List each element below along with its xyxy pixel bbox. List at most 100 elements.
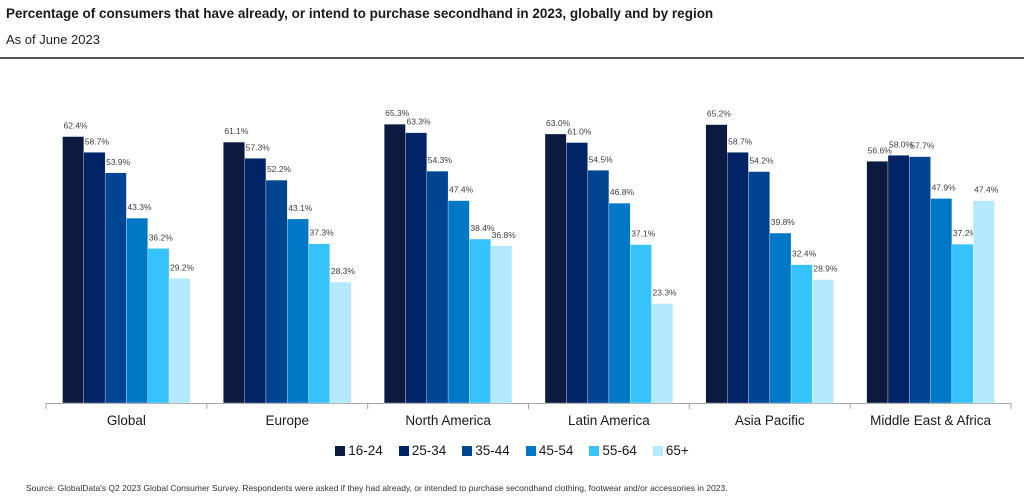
x-tick-label: Europe — [265, 413, 309, 428]
bar — [329, 282, 352, 404]
legend-item: 55-64 — [589, 443, 637, 458]
data-label: 61.0% — [567, 127, 592, 137]
legend-label: 25-34 — [411, 443, 447, 458]
data-label: 54.3% — [428, 155, 453, 165]
bar — [384, 124, 406, 404]
legend-item: 45-54 — [525, 443, 574, 458]
bar — [83, 152, 106, 404]
x-tick-label: Middle East & Africa — [870, 413, 991, 428]
bar — [866, 161, 889, 404]
bar — [168, 278, 191, 404]
bar — [608, 203, 631, 404]
bar — [147, 248, 170, 404]
bar — [930, 198, 953, 404]
bar — [566, 142, 588, 404]
data-label: 38.4% — [470, 223, 495, 233]
chart-legend: 16-24 25-34 35-44 45-54 55-64 65+ — [0, 443, 1024, 458]
bar — [308, 243, 330, 404]
x-tick-label: North America — [405, 413, 491, 428]
legend-item: 65+ — [652, 443, 689, 458]
data-label: 62.4% — [64, 121, 89, 131]
data-label: 43.1% — [288, 203, 313, 213]
bar — [909, 156, 931, 404]
legend-swatch — [398, 445, 409, 456]
data-label: 47.4% — [449, 185, 474, 195]
bar — [265, 179, 288, 404]
bar — [126, 217, 148, 404]
data-label: 36.8% — [492, 230, 517, 240]
chart-title: Percentage of consumers that have alread… — [6, 6, 714, 21]
bar — [244, 158, 267, 404]
bar — [727, 152, 749, 404]
bar — [887, 155, 910, 404]
data-label: 28.3% — [331, 266, 356, 276]
legend-item: 35-44 — [462, 443, 510, 458]
data-label: 47.9% — [932, 182, 957, 192]
data-label: 58.7% — [728, 136, 753, 146]
data-label: 65.3% — [385, 108, 410, 118]
x-tick-label: Latin America — [568, 413, 650, 428]
data-label: 65.2% — [707, 109, 732, 119]
legend-label: 16-24 — [348, 443, 383, 458]
bar — [469, 238, 491, 404]
data-label: 37.2% — [953, 228, 978, 238]
x-tick-label: Asia Pacific — [735, 413, 805, 428]
data-label: 32.4% — [792, 249, 817, 259]
legend-swatch — [525, 445, 536, 456]
data-label: 58.0% — [889, 139, 914, 149]
legend-swatch — [335, 445, 346, 456]
bar — [104, 172, 127, 404]
legend-item: 25-34 — [398, 443, 447, 458]
data-label: 43.3% — [127, 202, 152, 212]
bar — [447, 200, 470, 404]
bar — [951, 244, 974, 404]
bar — [405, 132, 427, 404]
data-label: 46.8% — [610, 187, 635, 197]
data-label: 53.9% — [106, 157, 131, 167]
data-label: 57.3% — [246, 142, 271, 152]
bar — [748, 171, 770, 404]
data-label: 63.0% — [546, 118, 571, 128]
data-label: 56.6% — [868, 145, 893, 155]
source-note: Source: GlobalData's Q2 2023 Global Cons… — [26, 483, 728, 493]
data-label: 36.2% — [149, 232, 174, 242]
legend-item: 16-24 — [335, 443, 383, 458]
data-label: 57.7% — [910, 141, 935, 151]
bar — [287, 218, 309, 404]
data-label: 54.5% — [589, 154, 614, 164]
data-label: 28.9% — [813, 264, 838, 274]
bar — [490, 245, 513, 404]
data-label: 61.1% — [224, 126, 249, 136]
bar — [587, 170, 610, 404]
legend-label: 55-64 — [602, 443, 637, 458]
bar — [62, 136, 84, 404]
data-label: 39.8% — [771, 217, 796, 227]
chart-subtitle: As of June 2023 — [6, 32, 100, 47]
legend-label: 65+ — [665, 443, 689, 458]
bar — [705, 124, 728, 404]
data-label: 29.2% — [170, 262, 195, 272]
x-tick-label: Global — [107, 413, 146, 428]
bar — [426, 170, 449, 404]
legend-swatch — [652, 445, 663, 456]
bar — [790, 264, 813, 404]
bar — [812, 279, 834, 404]
bar — [651, 303, 673, 404]
header-divider — [0, 57, 1024, 59]
data-label: 63.3% — [406, 117, 431, 127]
data-label: 37.1% — [631, 229, 656, 239]
data-label: 54.2% — [749, 156, 774, 166]
bar — [630, 244, 652, 404]
legend-label: 35-44 — [475, 443, 510, 458]
bar — [973, 200, 995, 404]
legend-label: 45-54 — [538, 443, 574, 458]
data-label: 52.2% — [267, 164, 292, 174]
bar — [223, 141, 245, 404]
legend-swatch — [589, 445, 600, 456]
data-label: 37.3% — [310, 228, 335, 238]
bar — [544, 133, 567, 404]
data-label: 58.7% — [85, 136, 110, 146]
bar-chart: 62.4% 58.7% 53.9% 43.3% 36.2% 29.2% Global 61.1… — [45, 108, 1012, 428]
legend-swatch — [462, 445, 473, 456]
bar — [769, 232, 792, 404]
